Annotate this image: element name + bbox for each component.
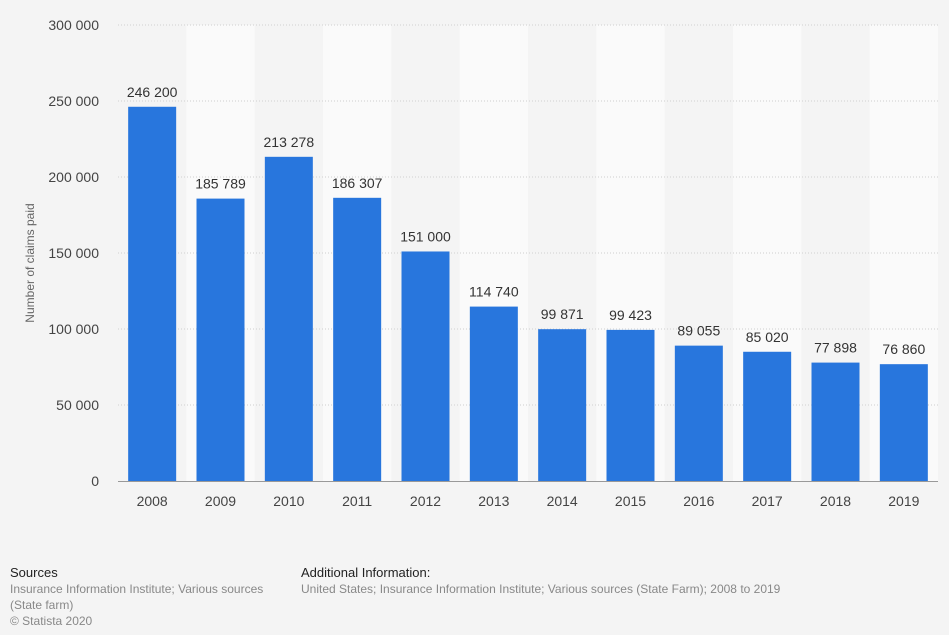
x-tick-label: 2018 [820, 493, 851, 509]
additional-info-block: Additional Information: United States; I… [301, 565, 921, 597]
y-tick-label: 50 000 [56, 397, 99, 413]
x-tick-label: 2009 [205, 493, 236, 509]
bar-2013 [469, 306, 518, 481]
bar-2018 [811, 362, 860, 481]
bar-2012 [401, 251, 450, 481]
bar-2008 [128, 106, 177, 481]
x-tick-label: 2013 [478, 493, 509, 509]
y-tick-label: 150 000 [48, 245, 99, 261]
data-label: 85 020 [746, 329, 789, 345]
x-tick-label: 2014 [547, 493, 578, 509]
bar-2009 [196, 198, 245, 482]
x-tick-label: 2019 [888, 493, 919, 509]
x-tick-label: 2010 [273, 493, 304, 509]
bar-2010 [264, 156, 313, 481]
bar-2011 [333, 197, 382, 481]
bar-2019 [879, 364, 928, 481]
y-tick-label: 200 000 [48, 169, 99, 185]
x-tick-label: 2008 [137, 493, 168, 509]
data-label: 114 740 [469, 284, 519, 300]
copyright: © Statista 2020 [10, 614, 93, 628]
data-label: 151 000 [400, 228, 451, 244]
additional-info-text: United States; Insurance Information Ins… [301, 582, 781, 596]
bar-2014 [538, 329, 587, 481]
data-label: 99 871 [541, 306, 584, 322]
y-tick-label: 300 000 [48, 17, 99, 33]
bar-2015 [606, 329, 655, 481]
y-tick-label: 250 000 [48, 93, 99, 109]
data-label: 77 898 [814, 340, 857, 356]
data-label: 76 860 [882, 341, 925, 357]
bar-2016 [674, 345, 723, 481]
x-tick-label: 2016 [683, 493, 714, 509]
data-label: 99 423 [609, 307, 652, 323]
x-tick-label: 2012 [410, 493, 441, 509]
data-label: 246 200 [127, 84, 178, 100]
bar-chart: 0 50 000 100 000 150 000 200 000 250 000 300 0… [23, 17, 938, 509]
x-tick-label: 2015 [615, 493, 646, 509]
sources-block: Sources Insurance Information Institute;… [10, 565, 280, 629]
x-tick-label: 2011 [342, 493, 372, 509]
sources-title: Sources [10, 565, 58, 580]
data-label: 185 789 [195, 176, 246, 192]
data-label: 89 055 [677, 323, 720, 339]
data-label: 186 307 [332, 175, 383, 191]
x-tick-label: 2017 [752, 493, 783, 509]
bar-2017 [743, 351, 792, 481]
y-axis-title: Number of claims paid [23, 203, 37, 322]
data-label: 213 278 [264, 134, 315, 150]
y-tick-label: 100 000 [48, 321, 99, 337]
additional-info-title: Additional Information: [301, 565, 431, 580]
y-tick-label: 0 [91, 473, 99, 489]
sources-text: Insurance Information Institute; Various… [10, 582, 264, 612]
